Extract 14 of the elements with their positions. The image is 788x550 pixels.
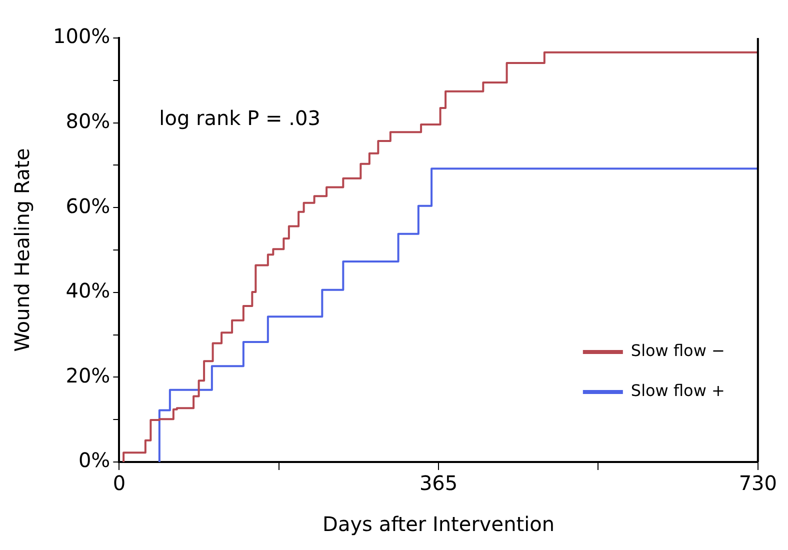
y-tick-label: 80% [66,109,110,134]
x-tick-label: 365 [419,471,458,496]
y-axis-title: Wound Healing Rate [10,148,34,352]
y-tick-label: 40% [66,278,110,303]
y-tick-label: 60% [66,194,110,218]
x-axis-title: Days after Intervention [322,512,555,536]
annotation: log rank P = .03 [159,106,320,130]
legend-label: Slow flow + [630,381,725,400]
x-tick-label: 730 [738,471,778,496]
x-tick-label: 0 [112,471,126,496]
legend-label: Slow flow − [630,341,725,360]
y-tick-label: 20% [66,363,110,388]
y-tick-label: 0% [78,448,110,472]
y-tick-label: 100% [52,24,110,48]
